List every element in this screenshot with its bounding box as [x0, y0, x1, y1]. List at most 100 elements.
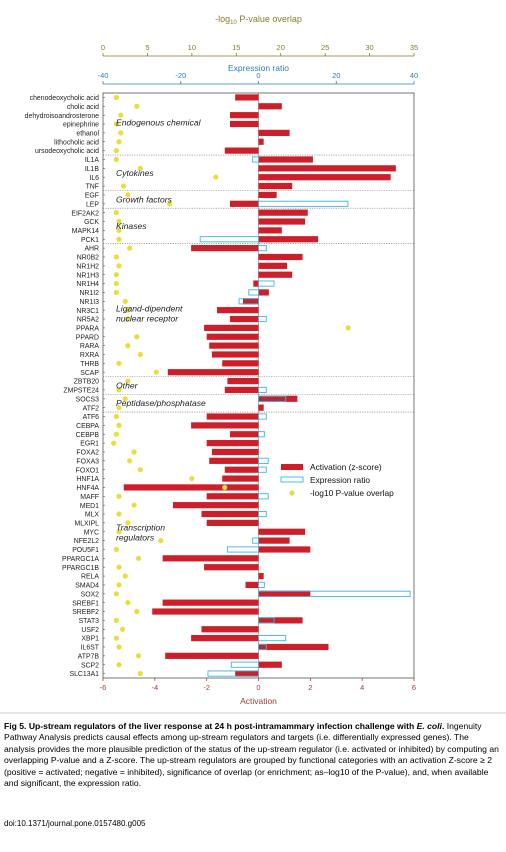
pvalue-point	[127, 458, 133, 464]
activation-bar	[152, 608, 259, 615]
legend-expression-label: Expression ratio	[310, 475, 370, 485]
activation-bar	[206, 519, 259, 526]
top-axis-tick-label: 0	[101, 43, 105, 52]
expression-bar	[258, 617, 275, 624]
expression-bar	[258, 315, 267, 323]
row-label: MLXIPL	[74, 520, 99, 527]
row-label: IL1B	[85, 166, 100, 173]
pvalue-point	[113, 254, 119, 260]
activation-bar	[224, 147, 259, 154]
activation-bar	[224, 466, 259, 473]
activation-bar	[258, 236, 319, 243]
pvalue-point	[113, 289, 119, 296]
expression-bar	[258, 466, 267, 473]
pvalue-point	[113, 121, 119, 127]
pvalue-point	[113, 591, 119, 597]
group-label: nuclear receptor	[116, 313, 179, 323]
row-label: EGR1	[80, 441, 99, 448]
mid-axis-title: Expression ratio	[228, 63, 289, 73]
figure-title-part1: Up-stream regulators of the liver respon…	[28, 721, 417, 731]
pvalue-point	[125, 192, 131, 198]
row-label: SOX2	[81, 591, 100, 598]
pvalue-point	[113, 546, 119, 553]
expression-bar	[258, 493, 269, 500]
row-label: IL6	[89, 175, 99, 182]
activation-bar	[258, 253, 303, 261]
activation-bar	[222, 360, 259, 367]
activation-bar	[245, 581, 259, 589]
activation-bar	[258, 537, 290, 544]
bottom-axis-tick-label: 4	[360, 683, 364, 692]
activation-bar	[258, 262, 288, 269]
pvalue-point	[213, 174, 219, 180]
activation-bar	[258, 617, 303, 624]
regulators-chart: 0 5 10 15 20 25 30 35-log10 P-value overlap-40-…	[0, 14, 506, 714]
row-label: ZBTB20	[74, 379, 99, 386]
pvalue-point	[116, 227, 122, 233]
mid-axis-tick-label: 40	[410, 71, 418, 80]
row-label: ethanol	[76, 130, 99, 137]
activation-bar	[258, 227, 282, 234]
row-label: dehydroisoandrosterone	[25, 113, 99, 120]
row-label: LEP	[86, 201, 99, 208]
activation-bar	[191, 422, 259, 429]
activation-bar	[258, 528, 306, 535]
row-label: IL1A	[85, 157, 100, 164]
mid-axis-tick-label: -40	[98, 71, 109, 80]
activation-bar	[258, 661, 282, 668]
row-label: SREBF2	[72, 609, 99, 616]
row-label: ZMPSTE24	[63, 388, 99, 395]
pvalue-point	[125, 343, 131, 349]
row-label: RELA	[81, 574, 99, 581]
row-label: NR0B2	[77, 255, 99, 262]
row-label: PCK1	[81, 237, 99, 244]
row-label: NR1I3	[79, 299, 99, 306]
pvalue-point	[131, 449, 137, 455]
expression-bar	[248, 289, 259, 296]
pvalue-point	[135, 555, 142, 561]
pvalue-point	[120, 183, 127, 189]
expression-bar	[199, 236, 259, 243]
pvalue-point	[119, 626, 126, 632]
row-label: RARA	[80, 343, 100, 350]
pvalue-point	[125, 520, 131, 526]
top-axis-tick-label: 15	[232, 43, 240, 52]
row-label: SOCS3	[76, 396, 100, 403]
activation-bar	[229, 431, 259, 438]
row-label: FOXA3	[76, 458, 99, 465]
mid-axis-tick-label: -20	[175, 71, 186, 80]
figure-title-species: E. coli	[416, 721, 442, 731]
expression-bar	[238, 298, 259, 305]
pvalue-point	[222, 484, 228, 491]
expression-bar	[258, 200, 349, 207]
pvalue-point	[134, 608, 140, 615]
row-label: HNF4A	[76, 485, 99, 492]
row-label: MAPK14	[72, 228, 99, 235]
row-label: SREBF1	[72, 600, 99, 607]
row-label: NR1H3	[76, 272, 99, 279]
row-label: lithocholic acid	[54, 139, 99, 146]
pvalue-point	[113, 272, 119, 278]
pvalue-point	[122, 298, 128, 304]
activation-bar	[162, 555, 259, 562]
pvalue-point	[122, 573, 128, 579]
group-label: Peptidase/phosphatase	[116, 398, 206, 408]
row-label: PPARD	[76, 334, 99, 341]
pvalue-point	[113, 148, 119, 154]
pvalue-point	[134, 103, 140, 109]
activation-bar	[227, 377, 259, 385]
activation-bar	[123, 484, 259, 491]
activation-bar	[162, 599, 259, 606]
activation-bar	[253, 280, 259, 287]
activation-bar	[235, 670, 259, 677]
pvalue-point	[134, 334, 140, 340]
top-axis-tick-label: 20	[277, 43, 285, 52]
row-label: SMAD4	[75, 583, 99, 590]
activation-bar	[229, 120, 259, 128]
row-label: epinephrine	[63, 122, 99, 129]
bottom-axis-tick-label: 0	[256, 683, 260, 692]
top-axis-tick-label: 5	[145, 43, 149, 52]
pvalue-point	[137, 165, 143, 171]
row-label: ATF6	[83, 414, 100, 421]
row-label: POU5F1	[72, 547, 99, 554]
